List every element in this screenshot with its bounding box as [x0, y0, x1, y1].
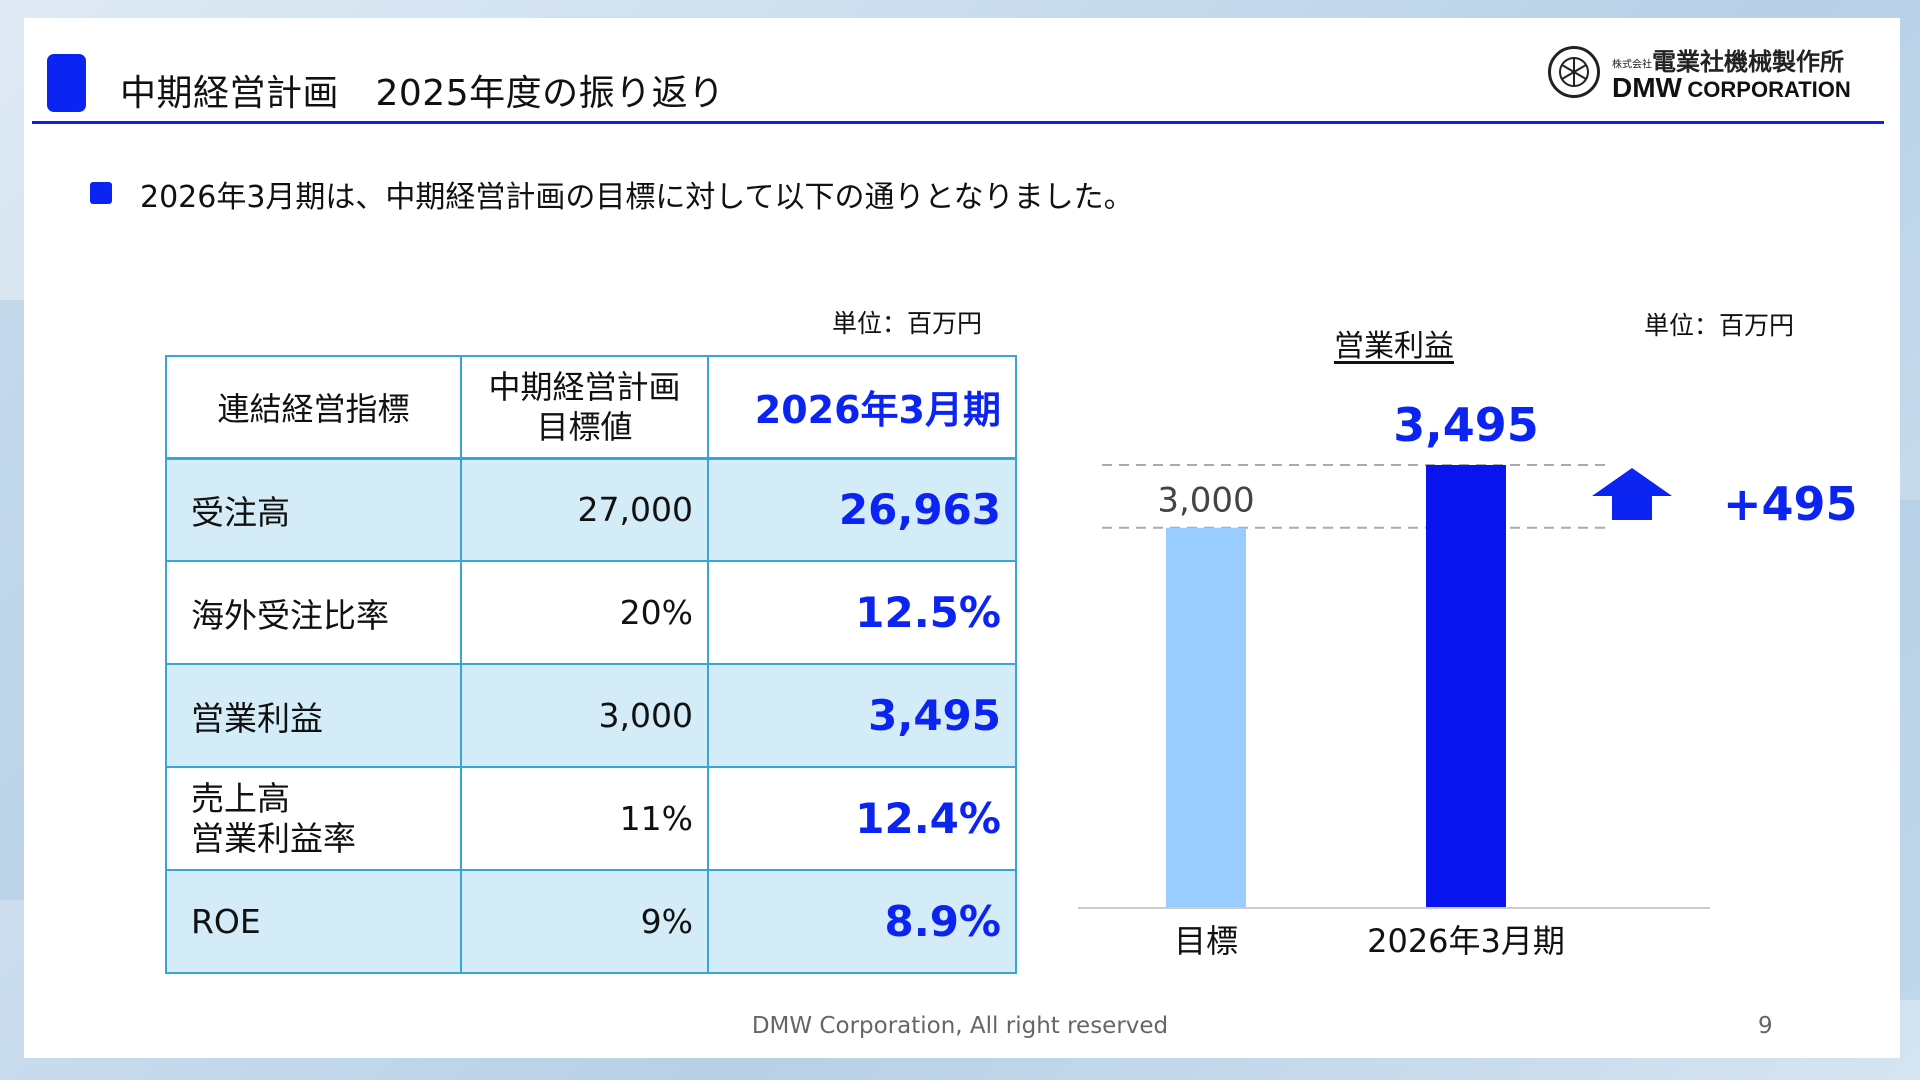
- row-target: 20%: [460, 560, 709, 665]
- row-name: 海外受注比率: [165, 560, 462, 665]
- lead-text: 2026年3月期は、中期経営計画の目標に対して以下の通りとなりました。: [140, 180, 1134, 215]
- page-title: 中期経営計画 2025年度の振り返り: [120, 73, 725, 114]
- header-result: 2026年3月期: [707, 355, 1017, 460]
- table-header-row: 連結経営指標 中期経営計画 目標値 2026年3月期: [165, 355, 1017, 460]
- row-name: 受注高: [165, 457, 462, 562]
- delta-label: +495: [1723, 477, 1858, 531]
- chart-title: 営業利益: [1334, 329, 1454, 364]
- background-shape: [1900, 500, 1920, 1000]
- logo-english-name: DMW CORPORATION: [1612, 72, 1851, 104]
- row-result: 3,495: [707, 663, 1017, 768]
- company-logo: 株式会社電業社機械製作所 DMW CORPORATION: [1548, 42, 1868, 122]
- header-target-line2: 目標値: [536, 407, 633, 446]
- category-label: 2026年3月期: [1367, 922, 1565, 960]
- table-row: ROE 9% 8.9%: [165, 869, 1017, 974]
- chart-unit-label: 単位：百万円: [1644, 311, 1795, 340]
- logo-prefix: 株式会社: [1612, 59, 1652, 71]
- title-accent-block: [47, 54, 86, 112]
- bar-target: [1166, 527, 1246, 908]
- row-target: 9%: [460, 869, 709, 974]
- up-arrow-icon: [1592, 468, 1672, 520]
- header-target: 中期経営計画 目標値: [460, 355, 709, 460]
- header-indicator: 連結経営指標: [165, 355, 462, 460]
- row-result: 12.4%: [707, 766, 1017, 871]
- title-divider: [32, 121, 1884, 124]
- operating-profit-chart: 3,000 目標 3,495 2026年3月期 +495: [1078, 398, 1858, 960]
- table-row: 受注高 27,000 26,963: [165, 457, 1017, 562]
- bar-result: [1426, 465, 1506, 908]
- logo-japanese-name: 株式会社電業社機械製作所: [1612, 42, 1844, 77]
- page-number: 9: [1758, 1013, 1773, 1039]
- table-row: 売上高 営業利益率 11% 12.4%: [165, 766, 1017, 871]
- kpi-table: 連結経営指標 中期経営計画 目標値 2026年3月期 受注高 27,000 26…: [165, 355, 1017, 974]
- row-result: 12.5%: [707, 560, 1017, 665]
- logo-emblem-icon: [1548, 46, 1600, 98]
- bar-value-label: 3,495: [1393, 398, 1539, 452]
- table-row: 海外受注比率 20% 12.5%: [165, 560, 1017, 665]
- row-name: ROE: [165, 869, 462, 974]
- row-name: 売上高 営業利益率: [165, 766, 462, 871]
- category-label: 目標: [1174, 922, 1238, 960]
- logo-en-main: DMW: [1612, 72, 1682, 103]
- logo-jp-text: 電業社機械製作所: [1652, 48, 1844, 76]
- row-result: 8.9%: [707, 869, 1017, 974]
- row-name: 営業利益: [165, 663, 462, 768]
- delta-annotation: +495: [1592, 468, 1858, 531]
- header-target-line1: 中期経営計画: [488, 367, 681, 406]
- bar-value-label: 3,000: [1157, 481, 1254, 521]
- logo-en-suffix: CORPORATION: [1687, 77, 1851, 102]
- row-target: 11%: [460, 766, 709, 871]
- row-name-line1: 売上高: [191, 778, 290, 818]
- table-unit-label: 単位：百万円: [832, 309, 983, 338]
- row-result: 26,963: [707, 457, 1017, 562]
- row-name-line2: 営業利益率: [191, 818, 356, 858]
- bullet-icon: [90, 182, 112, 204]
- footer-copyright: DMW Corporation, All right reserved: [751, 1013, 1169, 1039]
- table-row: 営業利益 3,000 3,495: [165, 663, 1017, 768]
- row-target: 27,000: [460, 457, 709, 562]
- row-target: 3,000: [460, 663, 709, 768]
